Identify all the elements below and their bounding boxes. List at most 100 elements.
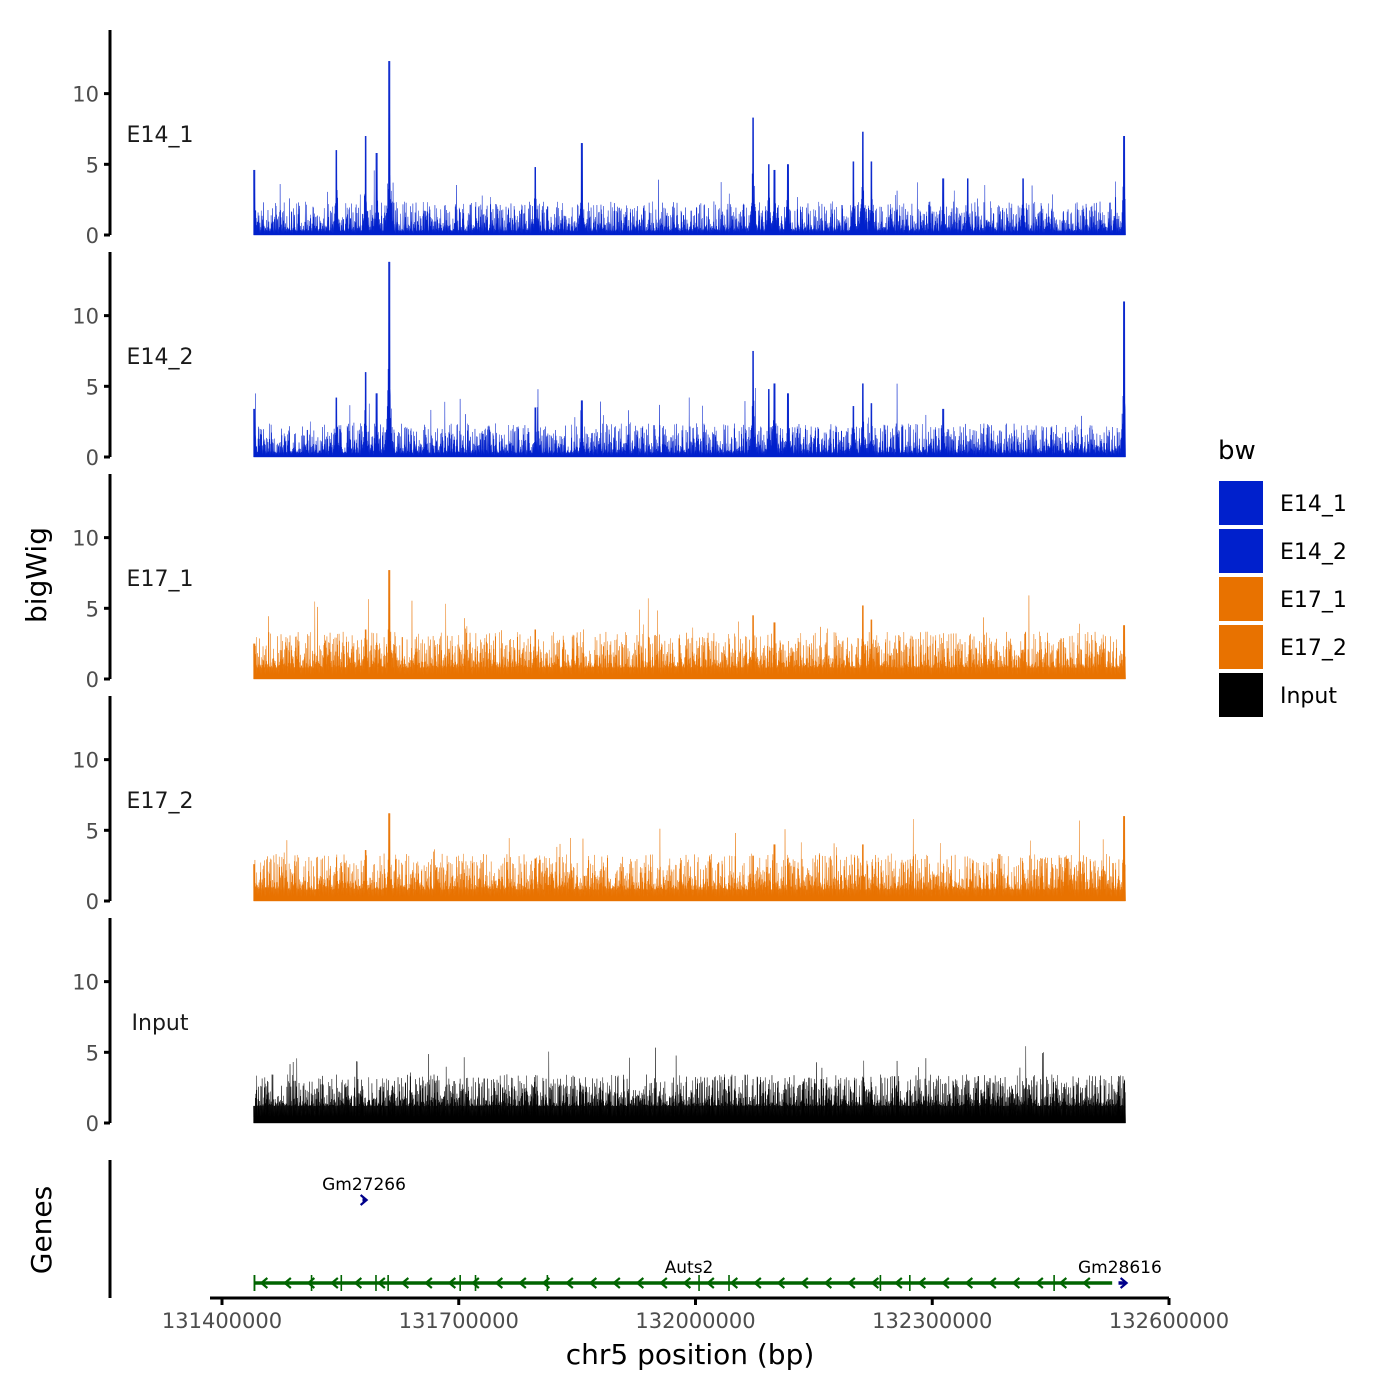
y-tick-label: 0	[86, 668, 99, 692]
strand-chevron	[800, 1277, 809, 1289]
track-label: E17_2	[127, 789, 194, 814]
y-tick-label: 10	[72, 83, 99, 107]
strand-chevron	[518, 1277, 527, 1289]
strand-chevron	[565, 1277, 574, 1289]
x-tick-label: 132000000	[635, 1309, 755, 1333]
strand-chevron	[400, 1277, 410, 1289]
signal-area	[253, 61, 1126, 236]
legend-label: E17_2	[1280, 636, 1347, 661]
y-tick-label: 0	[86, 224, 99, 248]
legend-swatch	[1217, 527, 1265, 575]
x-axis-title: chr5 position (bp)	[566, 1338, 815, 1371]
y-tick-label: 10	[72, 971, 99, 995]
legend-item-input: Input	[1217, 671, 1337, 719]
y-tick-label: 5	[86, 819, 99, 843]
strand-chevron	[659, 1277, 668, 1289]
gene-auts2: Auts2	[253, 1258, 1113, 1291]
strand-chevron	[823, 1277, 833, 1289]
track-panel-e17-1: 0 5 10 E17_1	[72, 474, 1126, 692]
strand-chevron	[259, 1277, 269, 1289]
x-tick-label: 131400000	[162, 1309, 282, 1333]
legend-swatch	[1217, 575, 1265, 623]
gene-gm27266: Gm27266	[322, 1175, 406, 1206]
legend-item-e14-1: E14_1	[1217, 479, 1347, 527]
legend-swatch	[1217, 671, 1265, 719]
track-panel-input: 0 5 10 Input	[72, 918, 1126, 1136]
strand-chevron	[330, 1277, 339, 1289]
track-label: E17_1	[127, 567, 194, 592]
strand-chevron	[635, 1277, 645, 1289]
gene-gm28616: Gm28616	[1078, 1258, 1162, 1289]
strand-chevron	[847, 1277, 856, 1289]
track-label: E14_2	[127, 345, 194, 370]
strand-chevron	[776, 1277, 786, 1289]
strand-chevron	[353, 1277, 363, 1289]
y-tick-label: 5	[86, 153, 99, 177]
track-panel-e14-1: 0 5 10 E14_1	[72, 30, 1126, 248]
strand-chevron	[359, 1194, 369, 1206]
gene-label: Auts2	[665, 1258, 714, 1278]
y-tick-label: 10	[72, 749, 99, 773]
strand-chevron	[377, 1277, 386, 1289]
legend-item-e17-2: E17_2	[1217, 623, 1347, 671]
legend-label: Input	[1280, 684, 1337, 709]
track-label: Input	[132, 1011, 189, 1036]
track-panel-e14-2: 0 5 10 E14_2	[72, 252, 1126, 470]
y-tick-label: 0	[86, 1112, 99, 1136]
strand-chevron	[1082, 1277, 1091, 1289]
track-panel-e17-2: 0 5 10 E17_2	[72, 696, 1126, 914]
strand-chevron	[706, 1277, 715, 1289]
legend: bw E14_1 E14_2 E17_1 E17_2 Input	[1217, 436, 1347, 719]
strand-chevron	[447, 1277, 457, 1289]
legend-label: E14_1	[1280, 492, 1347, 517]
strand-chevron	[682, 1277, 692, 1289]
strand-chevron	[1035, 1277, 1044, 1289]
y-tick-label: 0	[86, 890, 99, 914]
x-axis: 131400000 131700000 132000000 132300000 1326…	[162, 1296, 1229, 1333]
legend-label: E17_1	[1280, 588, 1347, 613]
x-tick-label: 132600000	[1109, 1309, 1229, 1333]
strand-chevron	[471, 1277, 480, 1289]
y-tick-label: 10	[72, 527, 99, 551]
signal-area	[253, 813, 1126, 902]
strand-chevron	[988, 1277, 997, 1289]
strand-chevron	[283, 1277, 292, 1289]
strand-chevron	[494, 1277, 504, 1289]
x-tick-label: 131700000	[399, 1309, 519, 1333]
track-label: E14_1	[127, 123, 194, 148]
gene-label: Gm28616	[1078, 1258, 1162, 1278]
legend-label: E14_2	[1280, 540, 1347, 565]
strand-chevron	[588, 1277, 598, 1289]
y-tick-label: 0	[86, 446, 99, 470]
strand-chevron	[729, 1277, 739, 1289]
track-panels: 0 5 10 E14_1 0 5 10 E14_2 0 5 10 E17_1 0 5 10 E17_2 0 5 10…	[72, 30, 1126, 1136]
strand-chevron	[917, 1277, 927, 1289]
legend-title: bw	[1218, 436, 1256, 466]
strand-chevron	[870, 1277, 880, 1289]
strand-chevron	[894, 1277, 903, 1289]
genes-axis-title: Genes	[25, 1186, 58, 1274]
strand-chevron	[941, 1277, 950, 1289]
strand-chevron	[964, 1277, 974, 1289]
y-axis-title: bigWig	[20, 527, 53, 623]
genes-panel: Gm27266 Auts2 Gm28616	[108, 1160, 1162, 1298]
signal-area	[253, 570, 1126, 680]
strand-chevron	[753, 1277, 762, 1289]
legend-swatch	[1217, 479, 1265, 527]
legend-item-e17-1: E17_1	[1217, 575, 1347, 623]
gene-label: Gm27266	[322, 1175, 406, 1195]
x-tick-label: 132300000	[872, 1309, 992, 1333]
legend-swatch	[1217, 623, 1265, 671]
strand-chevron	[1119, 1277, 1129, 1289]
y-tick-label: 5	[86, 375, 99, 399]
signal-area	[253, 261, 1126, 458]
y-tick-label: 10	[72, 305, 99, 329]
strand-chevron	[612, 1277, 621, 1289]
y-tick-label: 5	[86, 1041, 99, 1065]
strand-chevron	[1058, 1277, 1068, 1289]
strand-chevron	[424, 1277, 433, 1289]
legend-item-e14-2: E14_2	[1217, 527, 1347, 575]
strand-chevron	[1011, 1277, 1021, 1289]
